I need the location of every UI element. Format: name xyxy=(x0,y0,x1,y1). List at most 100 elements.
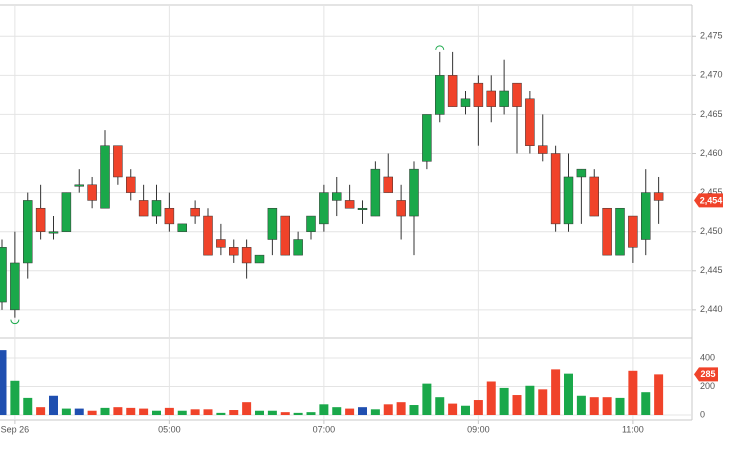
y-tick-label: 2,475 xyxy=(700,31,723,41)
volume-bar xyxy=(589,397,599,416)
candle xyxy=(447,51,458,107)
candle xyxy=(113,145,123,185)
candle-body xyxy=(653,192,664,201)
candle xyxy=(576,168,587,224)
candle-body xyxy=(589,176,599,217)
candle-body xyxy=(138,200,149,217)
y-tick-label: 2,470 xyxy=(700,70,723,80)
y-tick-label: 2,455 xyxy=(700,187,723,197)
candle-body xyxy=(344,200,355,209)
candle xyxy=(525,90,535,154)
x-tick-label: 09:00 xyxy=(467,424,490,434)
candle-body xyxy=(87,184,97,201)
volume-bar xyxy=(177,410,187,416)
candle-body xyxy=(447,75,458,107)
candle xyxy=(216,223,226,256)
volume-bar xyxy=(61,408,71,416)
candle xyxy=(370,161,381,217)
volume-bar xyxy=(370,409,380,416)
volume-bar xyxy=(306,412,316,416)
last-volume-label: 285 xyxy=(700,369,715,379)
candle-body xyxy=(615,207,625,256)
candle xyxy=(512,82,522,154)
candle-body xyxy=(550,153,561,225)
last-price-label: 2,454 xyxy=(700,195,723,205)
volume-bar xyxy=(461,405,470,416)
volume-bar xyxy=(654,374,664,416)
volume-bar xyxy=(486,381,496,416)
candle-body xyxy=(216,239,226,248)
candle-body xyxy=(306,215,316,232)
candle xyxy=(319,184,329,232)
candle xyxy=(100,130,110,209)
candle xyxy=(241,239,252,279)
candle-body xyxy=(203,215,213,256)
volume-tick-label: 200 xyxy=(700,381,715,391)
candle-body xyxy=(10,262,20,311)
volume-bar xyxy=(628,370,638,416)
candle xyxy=(267,207,278,256)
candle-body xyxy=(460,98,471,107)
x-tick-label: 05:00 xyxy=(158,424,181,434)
volume-bar xyxy=(0,350,7,416)
candle-body xyxy=(422,114,432,162)
candle-body xyxy=(396,200,406,217)
candle-body xyxy=(100,145,110,209)
candle xyxy=(190,200,200,224)
volume-bar xyxy=(422,383,432,416)
candle xyxy=(641,169,651,256)
candle-body xyxy=(473,82,484,107)
candle xyxy=(589,169,599,217)
y-tick-label: 2,465 xyxy=(700,109,723,119)
candle-body xyxy=(409,168,419,217)
candle-body xyxy=(319,192,329,225)
volume-bar xyxy=(152,410,161,416)
volume-bar xyxy=(267,410,277,416)
candle-body xyxy=(35,207,46,232)
volume-bar xyxy=(538,389,548,416)
low-marker xyxy=(10,319,20,325)
candle xyxy=(435,51,445,123)
candle-body xyxy=(74,184,84,187)
candle xyxy=(10,231,20,318)
candle-body xyxy=(499,90,509,107)
candle-body xyxy=(576,168,587,178)
candle xyxy=(306,215,316,240)
volume-bar xyxy=(345,408,355,416)
volume-bar xyxy=(396,402,406,416)
candle-body xyxy=(602,207,612,256)
candle xyxy=(486,75,496,123)
volume-bar xyxy=(602,397,612,416)
candle xyxy=(499,59,509,115)
volume-tick-label: 400 xyxy=(700,352,715,362)
candle xyxy=(344,184,355,209)
candle xyxy=(0,239,7,310)
volume-bar xyxy=(358,407,367,416)
candle-body xyxy=(151,200,162,217)
candle xyxy=(164,192,175,232)
candle-body xyxy=(512,82,522,107)
volume-bar xyxy=(525,385,535,416)
candle-body xyxy=(23,200,33,264)
volume-bar xyxy=(49,395,58,416)
candle-body xyxy=(48,231,59,234)
volume-bar xyxy=(293,412,303,416)
candle xyxy=(563,153,574,232)
candle-body xyxy=(280,215,290,256)
candle-body xyxy=(126,176,136,193)
candle xyxy=(602,207,612,256)
candle xyxy=(615,207,625,256)
volume-bar xyxy=(319,404,329,416)
candle xyxy=(254,254,265,264)
candle xyxy=(280,215,290,256)
candle-body xyxy=(486,90,496,107)
last-price-tag xyxy=(694,193,723,208)
volume-bar xyxy=(190,409,200,416)
candle xyxy=(23,192,33,279)
last-volume-tag xyxy=(694,367,718,382)
candle-body xyxy=(241,247,252,264)
candle xyxy=(422,114,432,170)
candle-body xyxy=(332,192,342,201)
candle xyxy=(74,169,84,193)
